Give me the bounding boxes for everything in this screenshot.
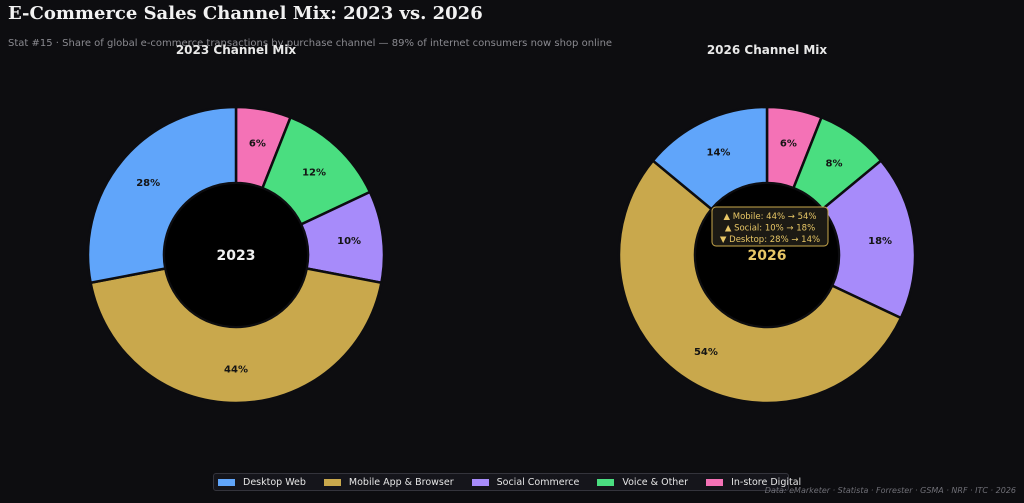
change-annotation-box	[711, 206, 829, 247]
chart-title: 2026 Channel Mix	[707, 43, 828, 57]
center-year-label: 2023	[217, 248, 256, 264]
change-annotation-line: ▼ Desktop: 28% → 14%	[720, 235, 820, 245]
slice-social-commerce	[820, 158, 917, 320]
legend-swatch	[597, 478, 615, 486]
donut-chart-2023: 6% 12% 10% 44% 28% 2023 2023 Channel Mix	[86, 43, 386, 405]
change-annotation-line: ▲ Social: 10% → 18%	[725, 224, 815, 234]
legend-label: Social Commerce	[496, 476, 580, 488]
chart-title: 2023 Channel Mix	[176, 43, 297, 57]
legend-item-mobile-app-browser: Mobile App & Browser	[323, 476, 454, 488]
legend-label: In-store Digital	[731, 476, 802, 488]
slice-mobile-app-browser	[89, 267, 383, 405]
legend-item-in-store-digital: In-store Digital	[706, 477, 801, 488]
slice-value-label: 6%	[780, 139, 797, 150]
legend-label: Mobile App & Browser	[348, 476, 454, 488]
legend-label: Desktop Web	[243, 476, 306, 488]
legend-swatch	[471, 478, 489, 486]
slice-value-label: 28%	[136, 178, 160, 189]
donut-chart-2026: 6% 8% 18% 54% 14% 2026 2026 Channel Mix ▲ Mobil…	[617, 43, 917, 405]
legend-item-voice-other: Voice & Other	[597, 477, 688, 488]
slice-desktop-web	[86, 105, 238, 285]
slice-mobile-app-browser	[617, 158, 903, 405]
slice-desktop-web	[651, 105, 769, 211]
legend-swatch	[323, 478, 341, 486]
source-note: Data: eMarketer · Statista · Forrester ·…	[764, 486, 1016, 495]
slice-value-label: 44%	[224, 365, 248, 376]
slice-value-label: 18%	[868, 236, 892, 247]
page-title: E-Commerce Sales Channel Mix: 2023 vs. 2…	[8, 3, 483, 24]
legend-swatch	[218, 478, 235, 486]
slice-value-label: 14%	[706, 147, 730, 158]
legend-label: Voice & Other	[622, 476, 689, 488]
slice-value-label: 12%	[302, 167, 326, 178]
legend-item-desktop-web: Desktop Web	[218, 477, 306, 488]
chart-legend: Desktop Web Mobile App & Browser Social Co…	[213, 473, 801, 491]
slice-value-label: 10%	[337, 236, 361, 247]
center-year-label: 2026	[748, 248, 787, 264]
donut-hole	[165, 184, 307, 326]
change-annotation-line: ▲ Mobile: 44% → 54%	[724, 212, 817, 222]
slice-value-label: 8%	[826, 158, 843, 169]
slice-value-label: 54%	[694, 347, 718, 358]
page-subtitle: Stat #15 · Share of global e-commerce tr…	[8, 38, 613, 49]
legend-item-social-commerce: Social Commerce	[471, 476, 580, 488]
legend-swatch	[706, 478, 724, 486]
slice-value-label: 6%	[249, 139, 266, 150]
